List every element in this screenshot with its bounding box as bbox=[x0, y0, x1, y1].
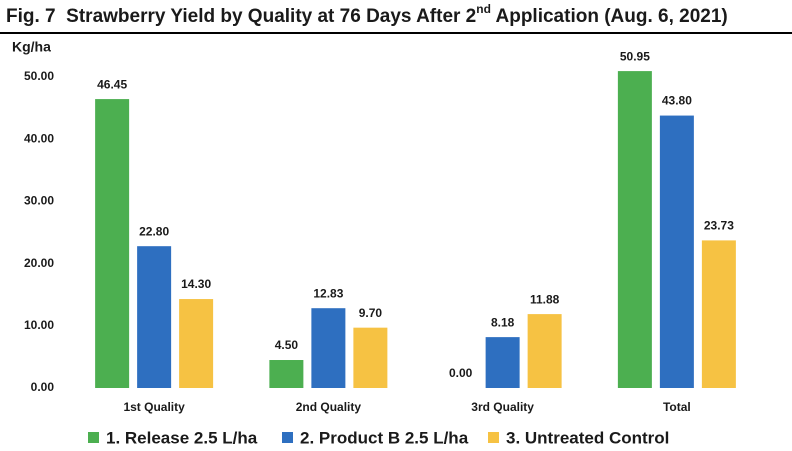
y-tick-label: 50.00 bbox=[24, 69, 54, 83]
legend-swatch bbox=[282, 432, 293, 443]
y-tick-label: 10.00 bbox=[24, 318, 54, 332]
y-tick-label: 30.00 bbox=[24, 194, 54, 208]
bar bbox=[95, 99, 130, 389]
bar bbox=[485, 337, 520, 388]
value-label: 11.88 bbox=[530, 292, 560, 306]
title-superscript: nd bbox=[476, 2, 491, 16]
y-tick-label: 0.00 bbox=[31, 380, 55, 394]
value-label: 0.00 bbox=[449, 366, 473, 380]
bar bbox=[701, 240, 736, 388]
title-end: Application (Aug. 6, 2021) bbox=[491, 6, 728, 27]
bar bbox=[659, 115, 694, 389]
value-label: 14.30 bbox=[181, 277, 211, 291]
x-tick-label: 2nd Quality bbox=[296, 400, 362, 414]
legend-label: 2. Product B 2.5 L/ha bbox=[300, 428, 469, 447]
value-label: 43.80 bbox=[662, 94, 692, 108]
bar bbox=[179, 299, 214, 388]
legend-swatch bbox=[88, 432, 99, 443]
value-label: 4.50 bbox=[275, 338, 299, 352]
chart-title: Fig. 7 Strawberry Yield by Quality at 76… bbox=[6, 2, 728, 27]
bar bbox=[353, 327, 388, 388]
bar bbox=[137, 246, 172, 388]
value-label: 9.70 bbox=[359, 306, 383, 320]
value-label: 8.18 bbox=[491, 315, 515, 329]
bar bbox=[269, 360, 304, 388]
value-label: 22.80 bbox=[139, 224, 169, 238]
legend-swatch bbox=[488, 432, 499, 443]
x-tick-label: Total bbox=[663, 400, 691, 414]
x-tick-label: 3rd Quality bbox=[471, 400, 534, 414]
value-label: 23.73 bbox=[704, 219, 734, 233]
title-main: Fig. 7 Strawberry Yield by Quality at 76… bbox=[6, 6, 476, 27]
bar bbox=[617, 71, 652, 388]
value-label: 50.95 bbox=[620, 49, 650, 63]
value-label: 12.83 bbox=[313, 286, 343, 300]
y-tick-label: 20.00 bbox=[24, 256, 54, 270]
value-label: 46.45 bbox=[97, 77, 127, 91]
x-tick-label: 1st Quality bbox=[123, 400, 185, 414]
legend-label: 3. Untreated Control bbox=[506, 428, 669, 447]
legend-label: 1. Release 2.5 L/ha bbox=[106, 428, 258, 447]
bar bbox=[311, 308, 346, 388]
y-tick-label: 40.00 bbox=[24, 131, 54, 145]
bar bbox=[527, 314, 562, 388]
y-axis-label: Kg/ha bbox=[12, 39, 51, 55]
